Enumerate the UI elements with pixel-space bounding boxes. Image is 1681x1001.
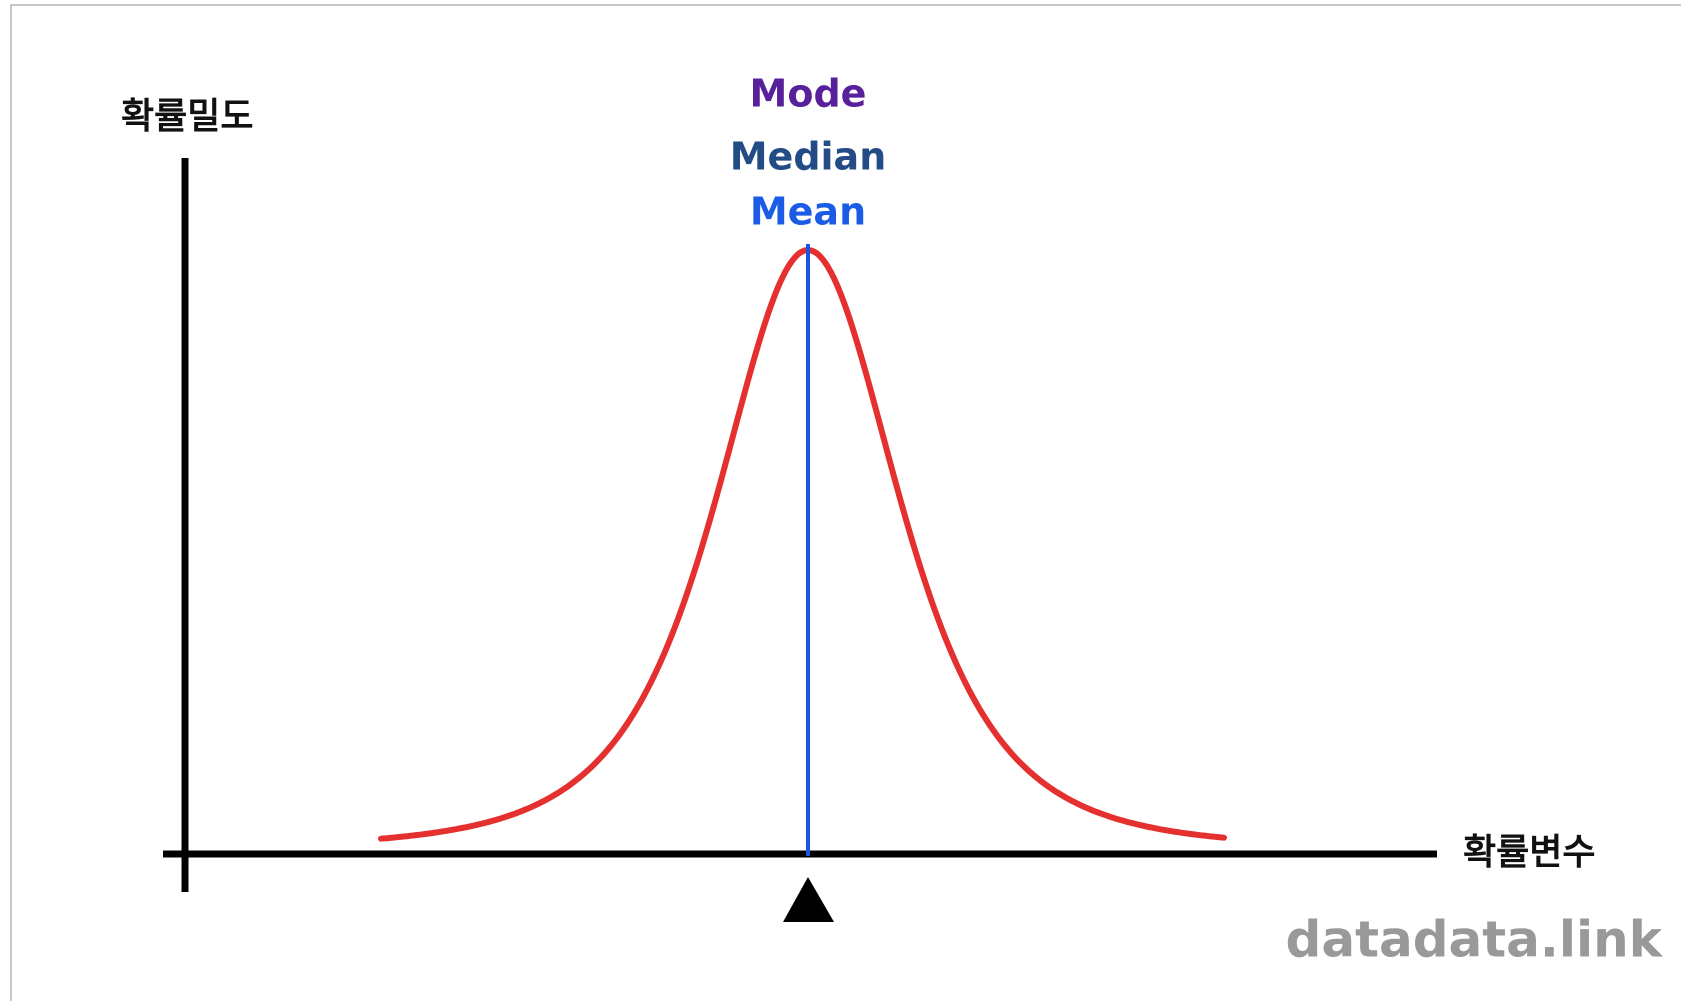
frame [10, 4, 1681, 1001]
x-axis-label: 확률변수 [1463, 832, 1595, 873]
density-curve [378, 246, 1227, 842]
balance-point [783, 877, 834, 922]
mean-label: Mean [750, 190, 866, 234]
watermark: datadata.link [1286, 911, 1664, 969]
y-axis-label: 확률밀도 [121, 96, 253, 137]
mode-label: Mode [750, 72, 867, 116]
median-label: Median [730, 135, 887, 179]
